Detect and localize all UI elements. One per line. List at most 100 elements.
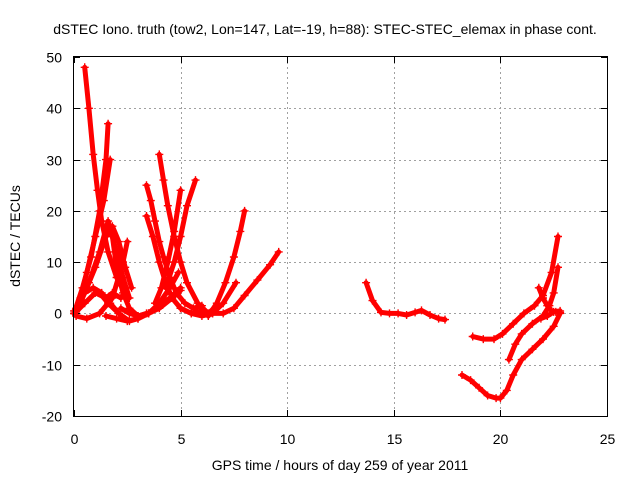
- data-point: [84, 104, 93, 113]
- data-point: [221, 278, 230, 287]
- data-point: [104, 299, 113, 308]
- data-point: [536, 314, 545, 323]
- data-point: [155, 258, 164, 267]
- data-point: [502, 386, 511, 395]
- data-point: [509, 371, 518, 379]
- data-point: [163, 201, 172, 210]
- data-point: [417, 306, 426, 315]
- data-point: [377, 308, 385, 317]
- data-point: [104, 119, 113, 128]
- data-point: [114, 309, 123, 318]
- data-point: [549, 322, 558, 331]
- data-point: [253, 276, 262, 285]
- data-point: [187, 309, 196, 318]
- data-point: [402, 311, 411, 319]
- data-point: [148, 232, 157, 241]
- data-point: [95, 288, 104, 297]
- series-line: [506, 264, 561, 363]
- data-point: [172, 288, 181, 297]
- data-point: [547, 268, 556, 277]
- data-point: [556, 306, 565, 315]
- data-point: [82, 314, 91, 323]
- data-point: [212, 299, 221, 308]
- data-point: [479, 335, 488, 344]
- data-point: [95, 247, 104, 256]
- y-tick-label: 30: [46, 153, 62, 169]
- y-tick-label: 40: [46, 101, 62, 117]
- data-point: [554, 263, 562, 272]
- data-point: [183, 201, 191, 210]
- data-point: [151, 299, 159, 308]
- data-point: [159, 176, 168, 185]
- data-point: [539, 335, 547, 344]
- data-point: [236, 227, 245, 236]
- data-point: [517, 329, 526, 338]
- y-tick-label: -10: [42, 358, 62, 374]
- plot-frame: [73, 56, 608, 417]
- data-point: [517, 355, 526, 364]
- plot-area: [70, 63, 565, 403]
- data-point: [174, 268, 183, 277]
- series-line: [205, 208, 248, 319]
- data-point: [125, 304, 134, 313]
- data-point: [193, 299, 202, 308]
- y-tick-label: 50: [46, 50, 62, 66]
- data-point: [458, 371, 466, 379]
- data-point: [159, 253, 168, 261]
- data-point: [176, 186, 185, 195]
- data-point: [80, 63, 89, 72]
- data-point: [466, 376, 475, 385]
- data-point: [266, 260, 275, 269]
- data-point: [543, 301, 552, 310]
- x-tick-label: 5: [178, 431, 186, 447]
- data-point: [142, 309, 151, 318]
- data-point: [127, 283, 136, 292]
- data-point: [530, 301, 539, 310]
- data-point: [151, 217, 159, 226]
- data-point: [82, 268, 91, 277]
- data-point: [434, 314, 443, 323]
- data-point: [155, 150, 164, 159]
- y-axis-label: dSTEC / TECUs: [7, 185, 23, 287]
- data-point: [106, 155, 115, 164]
- x-tick-label: 10: [280, 431, 296, 447]
- data-point: [229, 304, 238, 313]
- data-point: [97, 217, 106, 226]
- series-line: [363, 280, 448, 323]
- data-point: [411, 308, 420, 317]
- data-point: [519, 309, 528, 318]
- x-tick-label: 20: [493, 431, 509, 447]
- data-point: [180, 299, 189, 308]
- data-point: [368, 296, 377, 305]
- data-point: [142, 181, 151, 190]
- data-point: [168, 294, 177, 302]
- data-point: [468, 332, 477, 341]
- data-point: [93, 186, 102, 195]
- data-point: [102, 312, 110, 320]
- x-axis-label: GPS time / hours of day 259 of year 2011: [212, 457, 469, 473]
- data-point: [441, 315, 449, 324]
- data-point: [89, 283, 98, 292]
- data-point: [119, 258, 127, 267]
- y-tick-label: -20: [42, 409, 62, 425]
- x-tick-label: 0: [71, 431, 79, 447]
- series-line: [82, 64, 128, 296]
- series-line: [178, 249, 282, 316]
- series-line: [470, 234, 561, 342]
- data-point: [232, 278, 240, 287]
- data-point: [161, 283, 170, 292]
- data-point: [123, 237, 132, 246]
- data-point: [543, 312, 552, 320]
- data-point: [119, 288, 127, 297]
- data-point: [554, 232, 562, 241]
- data-point: [490, 335, 498, 344]
- x-tick-label: 15: [387, 431, 403, 447]
- y-tick-label: 10: [46, 255, 62, 271]
- data-point: [240, 291, 249, 300]
- data-point: [475, 383, 484, 392]
- data-point: [219, 309, 228, 318]
- data-point: [204, 312, 213, 320]
- tick-labels: 0 5 10 15 20 25 -20 -10 0 10 20 30 40 50: [42, 50, 616, 448]
- data-point: [362, 278, 371, 287]
